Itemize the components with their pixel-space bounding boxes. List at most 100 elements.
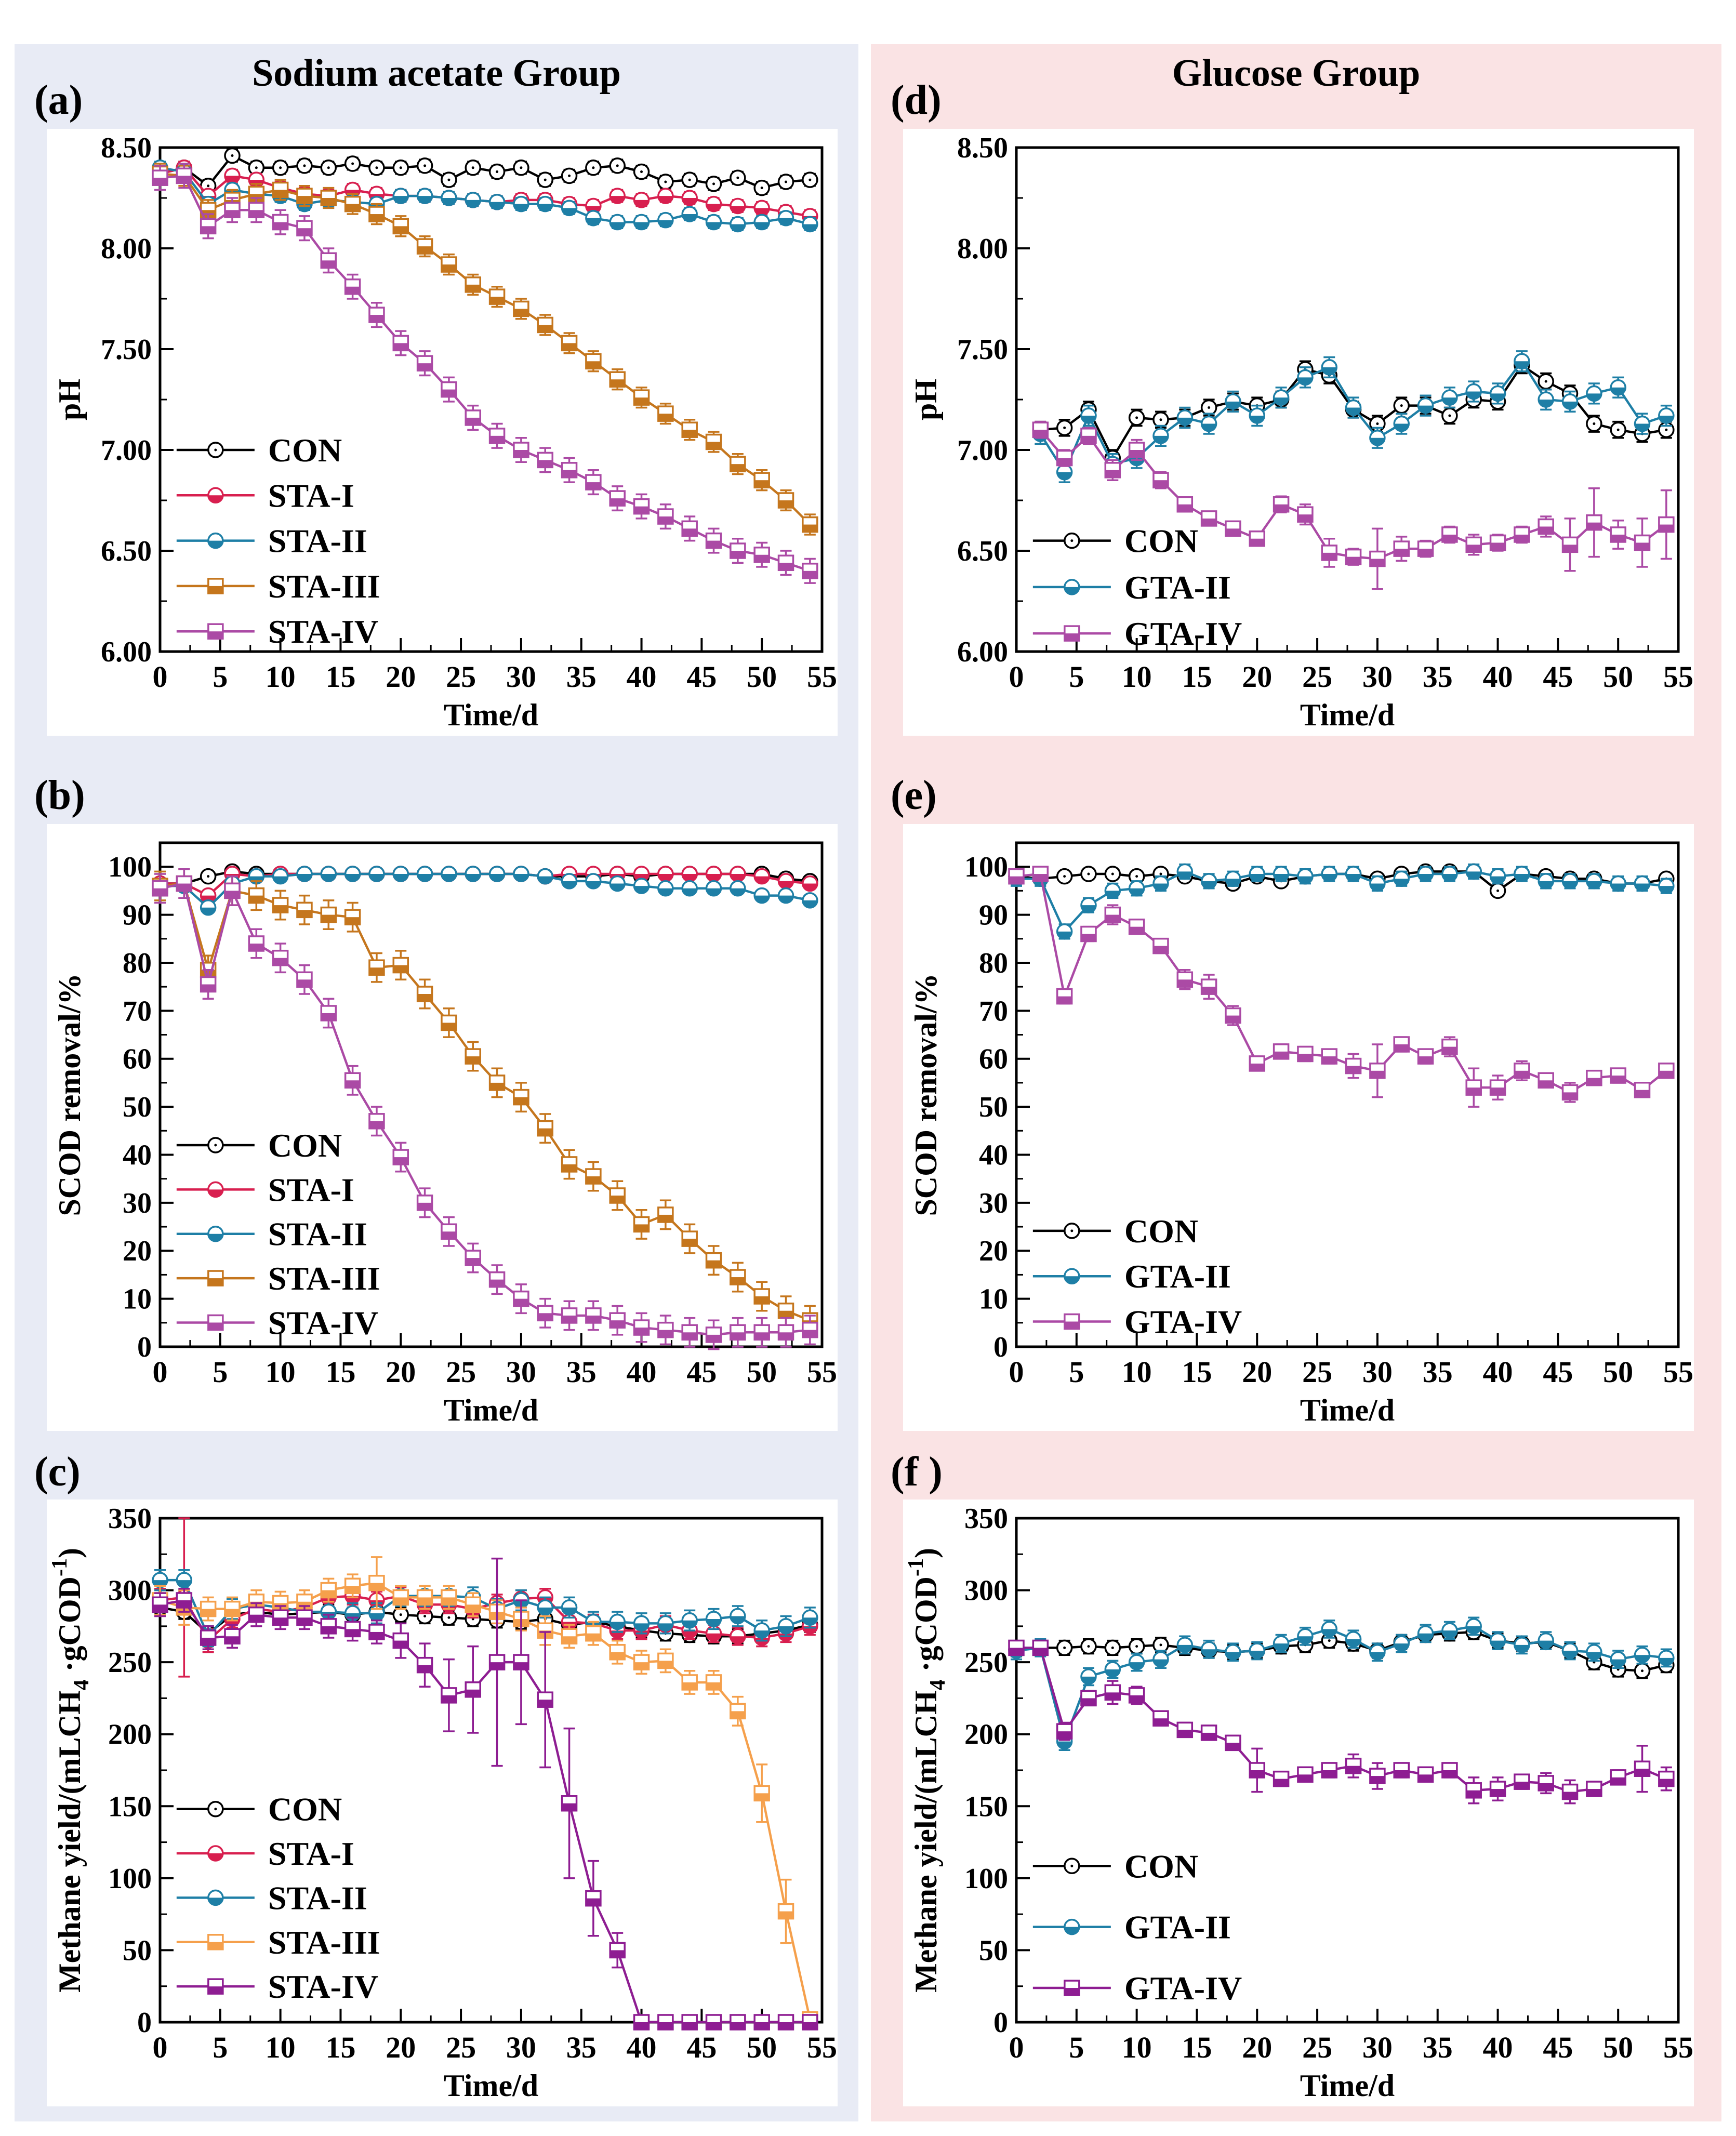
svg-text:40: 40 bbox=[1483, 1355, 1513, 1389]
svg-text:GTA-II: GTA-II bbox=[1124, 1258, 1231, 1295]
svg-text:60: 60 bbox=[979, 1043, 1008, 1076]
scod-chart-sodium-acetate: 0 5 10 15 20 25 30 35 40 45 50 55 0 10 20 30 40 50 60 70 80 9… bbox=[52, 841, 837, 1427]
svg-text:55: 55 bbox=[807, 2031, 837, 2064]
svg-text:STA-I: STA-I bbox=[268, 1171, 354, 1208]
panel-letter-b: (b) bbox=[34, 773, 85, 818]
svg-text:300: 300 bbox=[108, 1575, 152, 1607]
svg-text:100: 100 bbox=[108, 851, 152, 883]
chart-card-c: 0 5 10 15 20 25 30 35 40 45 50 55 0 50 100 150 200 250 300… bbox=[47, 1500, 838, 2106]
svg-text:15: 15 bbox=[325, 1355, 355, 1389]
svg-text:Time/d: Time/d bbox=[444, 698, 538, 732]
svg-text:35: 35 bbox=[1423, 2031, 1453, 2064]
svg-text:STA-I: STA-I bbox=[268, 1835, 354, 1872]
svg-text:CON: CON bbox=[1124, 1213, 1198, 1250]
panel-letter-f: (f ) bbox=[891, 1449, 943, 1495]
axes-c: 0 5 10 15 20 25 30 35 40 45 50 55 0 50 100 150 200 250 300… bbox=[48, 1503, 837, 2103]
svg-text:25: 25 bbox=[446, 660, 476, 694]
svg-text:40: 40 bbox=[979, 1139, 1008, 1171]
svg-text:STA-II: STA-II bbox=[268, 1216, 367, 1253]
ph-chart-sodium-acetate: 0 5 10 15 20 25 30 35 40 45 50 55 6.00 6.50 7.00 7.50 8.… bbox=[52, 132, 837, 732]
svg-text:20: 20 bbox=[386, 660, 416, 694]
svg-text:8.50: 8.50 bbox=[957, 132, 1008, 164]
svg-text:35: 35 bbox=[566, 2031, 597, 2064]
svg-text:150: 150 bbox=[964, 1790, 1008, 1823]
svg-text:45: 45 bbox=[686, 660, 717, 694]
svg-text:10: 10 bbox=[266, 660, 296, 694]
svg-text:55: 55 bbox=[807, 1355, 837, 1389]
svg-text:35: 35 bbox=[566, 660, 597, 694]
svg-text:5: 5 bbox=[1069, 2031, 1084, 2064]
glucose-group-panel: Glucose Group (d) 0 5 10 15 20 25 30 35 40 45 50 55… bbox=[871, 44, 1721, 2121]
svg-text:STA-II: STA-II bbox=[268, 1879, 367, 1916]
svg-text:0: 0 bbox=[993, 1331, 1008, 1363]
svg-text:70: 70 bbox=[979, 995, 1008, 1027]
group-title-left: Sodium acetate Group bbox=[252, 52, 621, 95]
svg-text:Time/d: Time/d bbox=[1300, 2068, 1395, 2103]
svg-text:10: 10 bbox=[266, 1355, 296, 1389]
svg-text:6.50: 6.50 bbox=[957, 535, 1008, 567]
axes-f: 0 5 10 15 20 25 30 35 40 45 50 55 0 50 100 150 200 250 300… bbox=[904, 1503, 1693, 2103]
svg-text:5: 5 bbox=[1069, 1355, 1084, 1389]
svg-text:30: 30 bbox=[123, 1187, 152, 1219]
svg-text:Time/d: Time/d bbox=[444, 2068, 538, 2103]
svg-text:Time/d: Time/d bbox=[1300, 1393, 1395, 1427]
series-d-GTA-IV bbox=[1032, 420, 1675, 590]
legend-e: CON GTA-II GTA-IV bbox=[1032, 1213, 1242, 1341]
svg-text:6.00: 6.00 bbox=[101, 636, 152, 668]
svg-text:300: 300 bbox=[964, 1575, 1008, 1607]
svg-text:5: 5 bbox=[213, 2031, 228, 2064]
svg-text:35: 35 bbox=[1423, 660, 1453, 694]
series-b-STA-III bbox=[152, 868, 818, 1336]
svg-text:CON: CON bbox=[1124, 1848, 1198, 1885]
axes-a: 0 5 10 15 20 25 30 35 40 45 50 55 6.00 6.50 7.00 7.50 8.… bbox=[52, 132, 837, 732]
svg-text:200: 200 bbox=[964, 1719, 1008, 1751]
svg-text:45: 45 bbox=[1543, 1355, 1573, 1389]
svg-text:45: 45 bbox=[1543, 2031, 1573, 2064]
svg-text:7.00: 7.00 bbox=[957, 434, 1008, 467]
svg-text:30: 30 bbox=[979, 1187, 1008, 1219]
svg-text:10: 10 bbox=[979, 1283, 1008, 1316]
svg-text:10: 10 bbox=[1122, 660, 1152, 694]
chart-card-b: 0 5 10 15 20 25 30 35 40 45 50 55 0 10 20 30 40 50 60 70 80 9… bbox=[47, 824, 838, 1431]
svg-text:0: 0 bbox=[1009, 2031, 1024, 2064]
series-e-GTA-IV bbox=[1008, 866, 1675, 1108]
plot-frame-b bbox=[158, 841, 824, 1348]
svg-text:90: 90 bbox=[123, 899, 152, 932]
svg-text:pH: pH bbox=[52, 379, 87, 420]
svg-text:CON: CON bbox=[268, 432, 342, 469]
ph-chart-glucose: 0 5 10 15 20 25 30 35 40 45 50 55 6.00 6.50 7.00 7.50 8.… bbox=[909, 132, 1693, 732]
svg-text:GTA-IV: GTA-IV bbox=[1124, 615, 1242, 652]
svg-text:50: 50 bbox=[979, 1091, 1008, 1123]
svg-text:0: 0 bbox=[993, 2007, 1008, 2039]
series-f-GTA-II bbox=[1008, 1616, 1675, 1751]
svg-text:150: 150 bbox=[108, 1790, 152, 1823]
svg-text:45: 45 bbox=[686, 2031, 717, 2064]
svg-text:15: 15 bbox=[1182, 660, 1212, 694]
svg-text:35: 35 bbox=[566, 1355, 597, 1389]
svg-text:20: 20 bbox=[386, 1355, 416, 1389]
svg-text:20: 20 bbox=[979, 1235, 1008, 1267]
svg-text:30: 30 bbox=[506, 2031, 536, 2064]
svg-text:30: 30 bbox=[1362, 2031, 1393, 2064]
scod-chart-glucose: 0 5 10 15 20 25 30 35 40 45 50 55 0 10 20 30 40 50 60 70 80 9… bbox=[909, 841, 1693, 1427]
svg-text:20: 20 bbox=[1242, 1355, 1272, 1389]
svg-text:45: 45 bbox=[1543, 660, 1573, 694]
series-b-STA-IV bbox=[152, 868, 818, 1350]
svg-text:STA-IV: STA-IV bbox=[268, 1968, 378, 2005]
legend-b: CON STA-I STA-II STA-III STA-IV bbox=[176, 1127, 380, 1341]
svg-text:40: 40 bbox=[1483, 660, 1513, 694]
svg-text:8.00: 8.00 bbox=[957, 233, 1008, 265]
svg-text:GTA-II: GTA-II bbox=[1124, 569, 1231, 606]
svg-text:350: 350 bbox=[108, 1503, 152, 1535]
svg-text:0: 0 bbox=[153, 1355, 168, 1389]
svg-text:0: 0 bbox=[1009, 1355, 1024, 1389]
svg-text:20: 20 bbox=[1242, 660, 1272, 694]
svg-text:60: 60 bbox=[123, 1043, 152, 1076]
svg-text:30: 30 bbox=[1362, 660, 1393, 694]
svg-text:5: 5 bbox=[1069, 660, 1084, 694]
svg-text:40: 40 bbox=[1483, 2031, 1513, 2064]
svg-text:250: 250 bbox=[108, 1647, 152, 1679]
svg-text:SCOD removal/%: SCOD removal/% bbox=[52, 973, 87, 1216]
axes-e: 0 5 10 15 20 25 30 35 40 45 50 55 0 10 20 30 40 50 60 70 80 9… bbox=[909, 842, 1693, 1427]
svg-text:Methane yield/(mLCH4 ·gCOD-1): Methane yield/(mLCH4 ·gCOD-1) bbox=[48, 1548, 94, 1993]
